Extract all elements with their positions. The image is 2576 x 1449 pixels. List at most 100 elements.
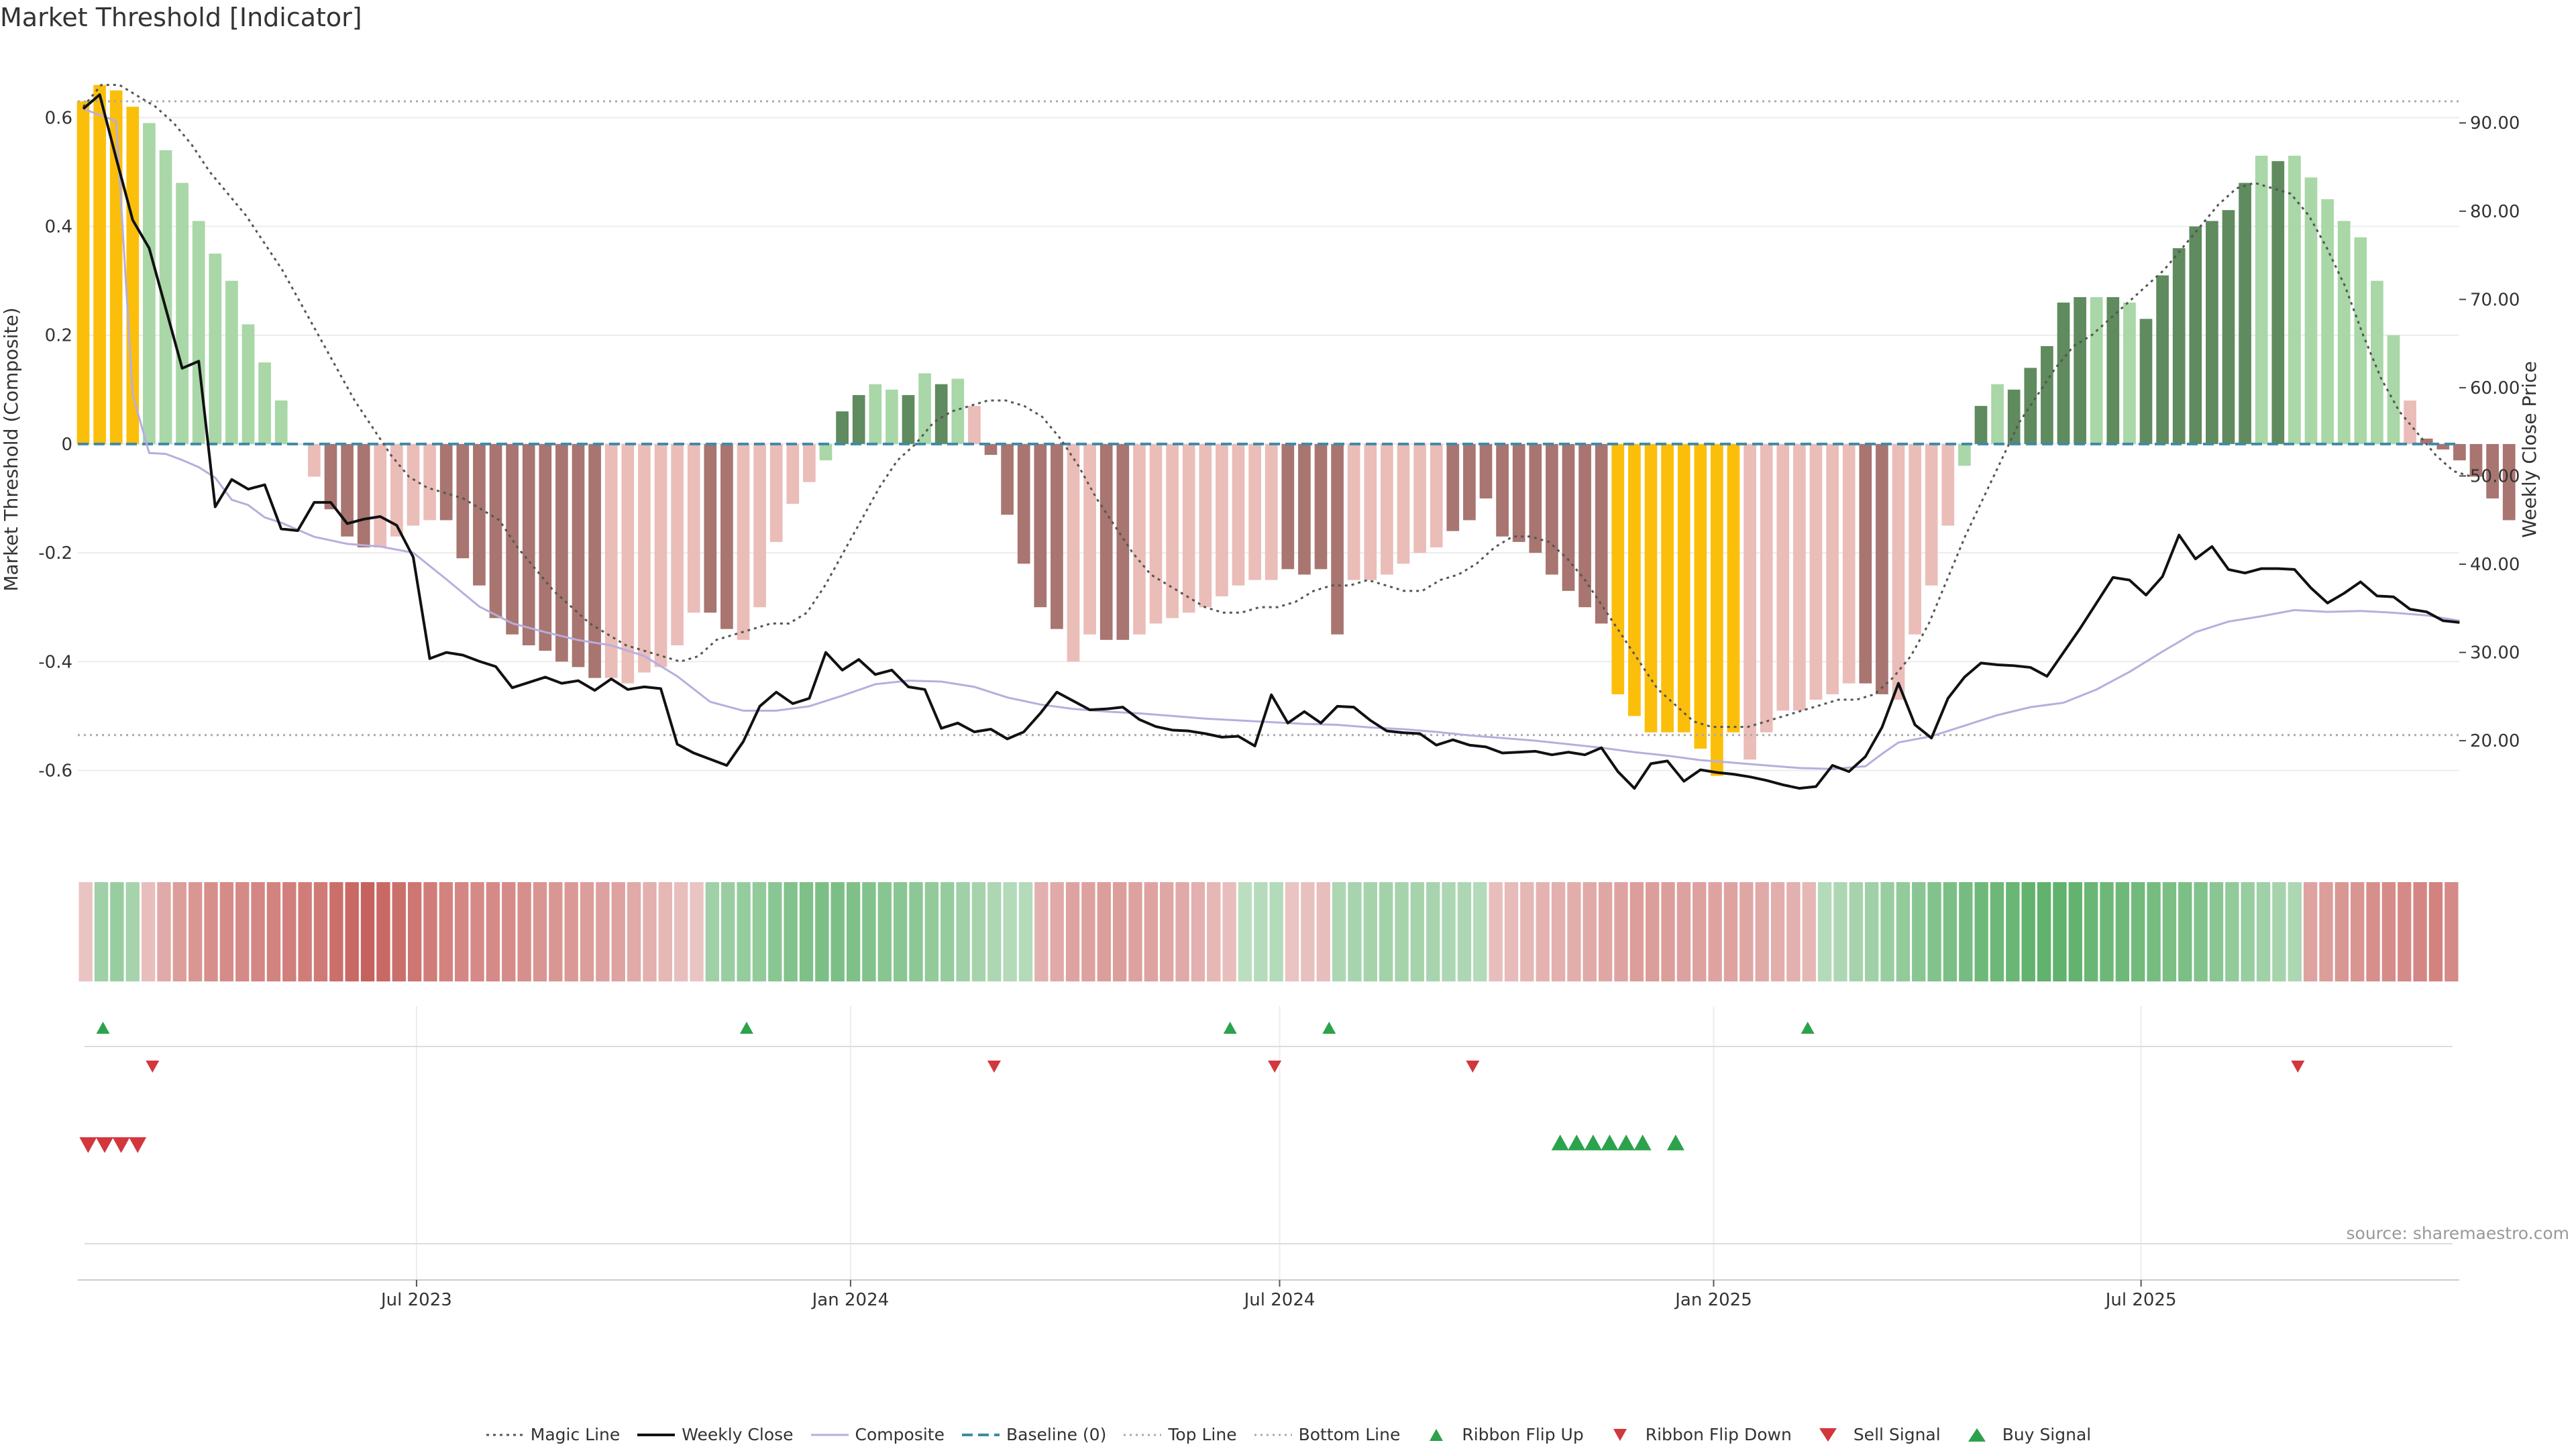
composite-bar [1034,443,1047,608]
composite-bar [1991,384,2004,444]
ribbon-cell [1536,882,1550,981]
y-tick-label-left: 0.6 [45,108,72,128]
composite-bar [1381,443,1393,575]
ribbon-cell [799,882,814,981]
composite-bar [1298,443,1311,575]
composite-bar [2007,389,2021,444]
ribbon-cell [2319,882,2333,981]
composite-bar [918,373,931,444]
ribbon-cell [2413,882,2427,981]
ribbon-cell [768,882,782,981]
legend-symbol-icon [1819,1428,1837,1442]
composite-bar [1347,443,1360,580]
ribbon-cell [1207,882,1221,981]
ribbon-cell [941,882,955,981]
ribbon-cell [2100,882,2114,981]
ribbon-cell [2334,882,2349,981]
composite-bar [357,443,370,547]
buy-signal-marker [1568,1134,1586,1150]
ribbon-cell [2115,882,2130,981]
ribbon-cell [2194,882,2208,981]
composite-bar [1364,443,1377,580]
ribbon-cell [2131,882,2145,981]
composite-bar [1793,443,1806,711]
ribbon-cell [1943,882,1957,981]
ribbon-cell [1144,882,1159,981]
ribbon-cell [1222,882,1236,981]
composite-bar [1892,443,1905,700]
composite-bar [588,443,601,678]
composite-bar [2156,275,2169,444]
ribbon-cell [125,882,140,981]
ribbon-cell [1160,882,1174,981]
composite-bar [819,443,833,461]
composite-bar [2090,297,2103,444]
ribbon-cell [2021,882,2035,981]
ribbon-cell [1551,882,1566,981]
ribbon-cell [909,882,923,981]
composite-bar [753,443,766,608]
ribbon-cell [2147,882,2161,981]
composite-bar [1727,443,1740,733]
composite-bar [2387,335,2400,444]
composite-bar [1083,443,1096,635]
ribbon-cell [1723,882,1738,981]
ribbon-cell [407,882,422,981]
ribbon-cell [423,882,437,981]
y-tick-label-left: -0.2 [38,543,72,564]
legend-label: Bottom Line [1298,1425,1401,1444]
lines [78,84,2472,790]
composite-bar [1281,443,1295,570]
composite-bar [1182,443,1195,613]
composite-bar [2206,221,2218,444]
composite-bar [93,85,106,444]
sell-signal-marker [112,1137,130,1153]
buy-signal-marker [1617,1134,1635,1150]
ribbon-cell [1504,882,1519,981]
ribbon-cell [549,882,563,981]
composite-bar [1199,443,1212,608]
axes: 0.6 0.4 0.2 0 -0.2 -0.4 -0.6 90.00 80.00 70.00 60.… [38,108,2520,781]
y-axis-label-left: Market Threshold (Composite) [0,307,22,591]
ribbon-cell [752,882,767,981]
ribbon-cell [1191,882,1205,981]
y-tick-label-left: 0.4 [45,217,72,237]
composite-bar [1958,443,1971,466]
legend-item: Bottom Line [1253,1425,1401,1444]
composite-bar [341,443,354,537]
composite-bar [1578,443,1591,608]
legend-symbol-icon [1968,1428,1986,1442]
ribbon-cell [1974,882,1988,981]
composite-bar [126,107,140,444]
composite-bar [1925,443,1938,586]
ribbon-cell [2351,882,2365,981]
ribbon-cell [2225,882,2239,981]
composite-bar [1149,443,1163,624]
ribbon-cell [1285,882,1299,981]
ribbon-cell [2428,882,2443,981]
ribbon-cell [846,882,861,981]
composite-bar [2453,443,2466,461]
ribbon-cell [1582,882,1597,981]
ribbon-cell [235,882,250,981]
ribbon-cell [1410,882,1425,981]
ribbon-cell [784,882,798,981]
ribbon-cell [1081,882,1095,981]
legend: Magic Line Weekly Close Composite Baseline … [0,1425,2576,1447]
composite-bar [1248,443,1261,580]
ribbon-cell [1348,882,1362,981]
ribbon-cell [313,882,328,981]
ribbon-cell [1755,882,1769,981]
composite-bar [1760,443,1773,733]
composite-bar [2123,303,2136,444]
composite-bar [324,443,337,510]
ribbon-cell [1865,882,1879,981]
composite-bar [671,443,684,645]
ribbon-cell [1849,882,1863,981]
composite-bar [2255,156,2268,444]
legend-label: Baseline (0) [1006,1425,1107,1444]
legend-label: Top Line [1168,1425,1237,1444]
legend-symbol-icon [486,1434,524,1436]
ribbon-cell [2006,882,2020,981]
